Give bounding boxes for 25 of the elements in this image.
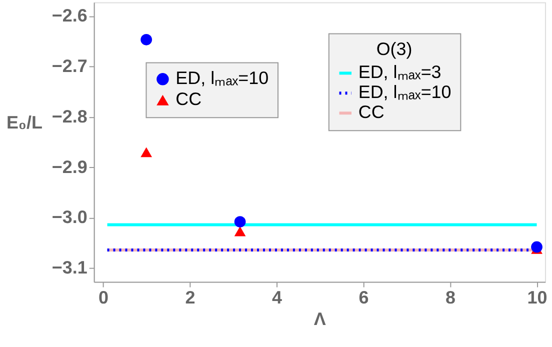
point	[234, 226, 246, 236]
legend-label: ED, lₘₐₓ=3	[358, 62, 442, 82]
x-tick-label: 10	[527, 287, 548, 308]
point	[140, 147, 152, 158]
x-axis-title: Λ	[314, 309, 326, 330]
y-tick-label: −3.1	[52, 258, 88, 278]
y-tick-label: −2.7	[52, 56, 88, 76]
x-tick-label: 4	[272, 287, 282, 308]
y-tick-label: −2.8	[52, 106, 88, 126]
legend-label: ED, lₘₐₓ=10	[176, 68, 269, 88]
legend-title: O(3)	[376, 39, 412, 60]
x-tick-label: 8	[446, 287, 456, 308]
x-tick-label: 6	[358, 287, 369, 308]
legend-label: CC	[358, 102, 384, 122]
legend-label: CC	[176, 89, 202, 110]
y-tick-label: −2.6	[52, 5, 88, 26]
y-tick-label: −2.9	[52, 156, 88, 177]
y-axis-title: E₀/L	[6, 112, 42, 133]
point	[140, 34, 152, 46]
point	[531, 241, 542, 253]
legend-label: ED, lₘₐₓ=10	[358, 82, 452, 102]
y-tick-label: −3.0	[52, 207, 88, 228]
point	[234, 216, 246, 228]
x-tick-label: 2	[185, 287, 196, 308]
x-tick-label: 0	[98, 287, 108, 308]
